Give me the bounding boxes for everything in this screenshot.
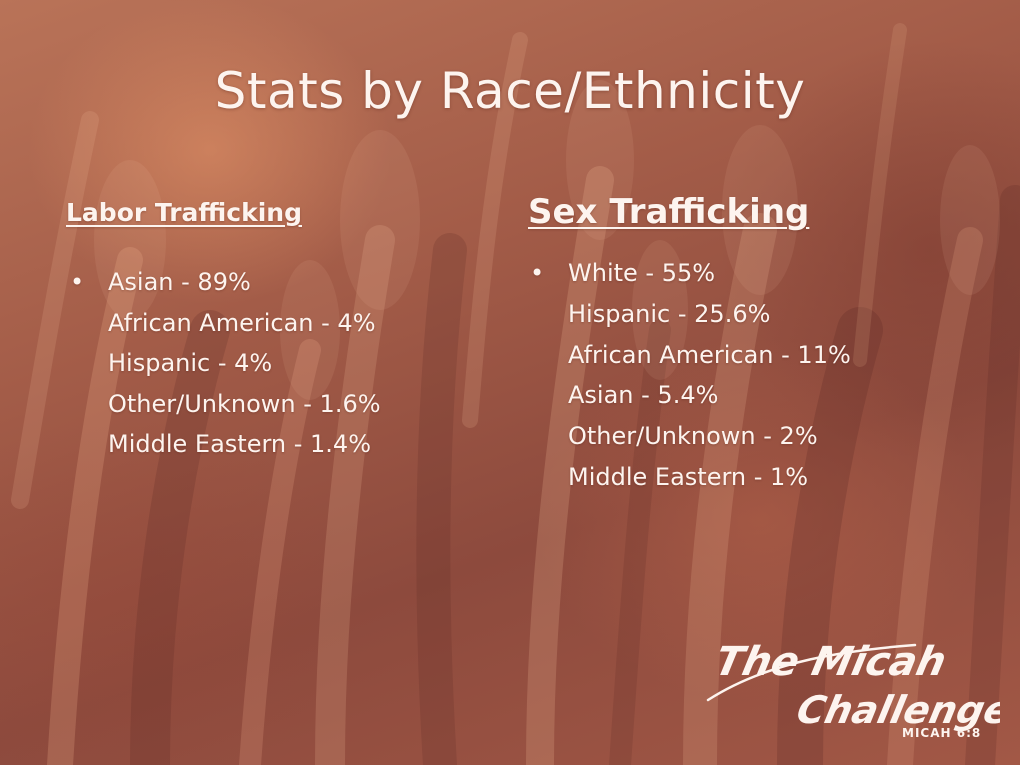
list-item: Asian - 5.4% xyxy=(528,375,851,416)
list-item: • Asian - 89% xyxy=(68,262,381,303)
bullet-icon: • xyxy=(70,268,85,296)
list-item-text: Middle Eastern - 1% xyxy=(568,462,809,491)
list-item-text: African American - 11% xyxy=(568,340,851,369)
list-item: Hispanic - 25.6% xyxy=(528,294,851,335)
list-item: African American - 11% xyxy=(528,335,851,376)
list-item: Other/Unknown - 2% xyxy=(528,416,851,457)
logo-line-1: The Micah xyxy=(711,637,951,684)
list-item-text: Other/Unknown - 2% xyxy=(568,422,818,451)
sex-trafficking-heading: Sex Trafficking xyxy=(528,192,810,232)
list-item-text: Asian - 5.4% xyxy=(568,381,719,410)
list-item: African American - 4% xyxy=(68,303,381,344)
list-item-text: African American - 4% xyxy=(108,308,376,337)
sex-trafficking-list: • White - 55% Hispanic - 25.6% African A… xyxy=(528,253,851,498)
labor-trafficking-list: • Asian - 89% African American - 4% Hisp… xyxy=(68,262,381,465)
logo-line-2: Challenge xyxy=(793,688,1000,733)
list-item-text: Other/Unknown - 1.6% xyxy=(108,389,381,418)
bullet-icon: • xyxy=(530,259,545,287)
list-item-text: Asian - 89% xyxy=(108,268,251,296)
list-item: • White - 55% xyxy=(528,253,851,294)
labor-trafficking-heading: Labor Trafficking xyxy=(66,198,302,227)
list-item: Hispanic - 4% xyxy=(68,343,381,384)
logo-reference: MICAH 6:8 xyxy=(902,726,981,740)
list-item: Other/Unknown - 1.6% xyxy=(68,384,381,425)
slide-title: Stats by Race/Ethnicity xyxy=(214,62,806,120)
list-item-text: White - 55% xyxy=(568,259,716,287)
list-item: Middle Eastern - 1% xyxy=(528,457,851,498)
micah-challenge-logo: The Micah Challenge MICAH 6:8 xyxy=(706,637,1000,740)
list-item: Middle Eastern - 1.4% xyxy=(68,424,381,465)
list-item-text: Hispanic - 25.6% xyxy=(568,299,771,328)
list-item-text: Middle Eastern - 1.4% xyxy=(108,430,372,458)
list-item-text: Hispanic - 4% xyxy=(108,349,273,377)
